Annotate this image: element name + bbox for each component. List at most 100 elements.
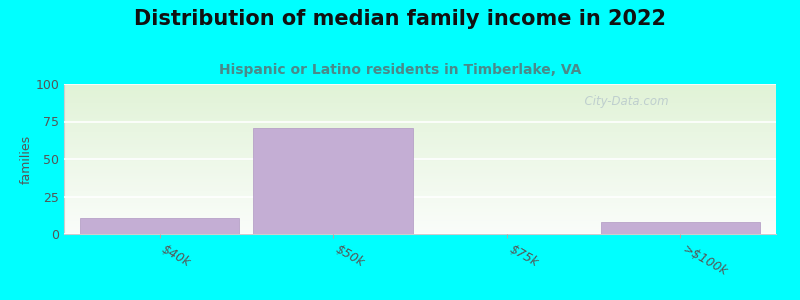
- Bar: [64, 136, 776, 137]
- Bar: [64, 87, 776, 88]
- Bar: [64, 98, 776, 99]
- Bar: [64, 106, 776, 107]
- Bar: [64, 175, 776, 176]
- Bar: [64, 125, 776, 126]
- Bar: [64, 154, 776, 155]
- Bar: [64, 141, 776, 142]
- Bar: [64, 201, 776, 202]
- Bar: [64, 109, 776, 110]
- Bar: [64, 97, 776, 98]
- Bar: [64, 160, 776, 161]
- Bar: [64, 146, 776, 147]
- Bar: [64, 171, 776, 172]
- Bar: [64, 165, 776, 166]
- Bar: [64, 192, 776, 193]
- Bar: [601, 222, 760, 234]
- Bar: [64, 92, 776, 93]
- Bar: [64, 144, 776, 145]
- Bar: [64, 213, 776, 214]
- Bar: [64, 182, 776, 183]
- Bar: [64, 123, 776, 124]
- Bar: [64, 101, 776, 102]
- Bar: [64, 139, 776, 140]
- Bar: [64, 214, 776, 215]
- Bar: [64, 196, 776, 197]
- Text: Hispanic or Latino residents in Timberlake, VA: Hispanic or Latino residents in Timberla…: [219, 63, 581, 77]
- Bar: [64, 204, 776, 205]
- Bar: [64, 168, 776, 169]
- Bar: [64, 147, 776, 148]
- Bar: [64, 122, 776, 123]
- Bar: [64, 179, 776, 180]
- Bar: [64, 173, 776, 174]
- Bar: [64, 135, 776, 136]
- Bar: [64, 163, 776, 164]
- Bar: [64, 160, 776, 161]
- Bar: [64, 132, 776, 133]
- Bar: [64, 117, 776, 118]
- Bar: [64, 156, 776, 157]
- Bar: [64, 121, 776, 122]
- Bar: [64, 164, 776, 165]
- Text: City-Data.com: City-Data.com: [577, 94, 668, 107]
- Bar: [64, 157, 776, 158]
- Text: Distribution of median family income in 2022: Distribution of median family income in …: [134, 9, 666, 29]
- Bar: [64, 96, 776, 97]
- Bar: [64, 152, 776, 153]
- Bar: [64, 134, 776, 135]
- Bar: [64, 208, 776, 209]
- Bar: [64, 197, 776, 198]
- Bar: [64, 111, 776, 112]
- Bar: [64, 129, 776, 130]
- Bar: [64, 200, 776, 201]
- Bar: [64, 85, 776, 86]
- Bar: [64, 206, 776, 207]
- Bar: [64, 127, 776, 128]
- Bar: [64, 85, 776, 86]
- Bar: [64, 86, 776, 87]
- Bar: [64, 227, 776, 228]
- Bar: [64, 198, 776, 199]
- Bar: [64, 216, 776, 217]
- Bar: [64, 153, 776, 154]
- Bar: [64, 191, 776, 192]
- Bar: [64, 113, 776, 114]
- Bar: [64, 190, 776, 191]
- Bar: [64, 209, 776, 210]
- Bar: [64, 90, 776, 91]
- Bar: [64, 133, 776, 134]
- Bar: [64, 180, 776, 181]
- Bar: [64, 161, 776, 162]
- Bar: [64, 100, 776, 101]
- Bar: [64, 166, 776, 167]
- Bar: [64, 187, 776, 188]
- Bar: [64, 95, 776, 96]
- Bar: [64, 207, 776, 208]
- Bar: [64, 199, 776, 200]
- Bar: [64, 162, 776, 163]
- Bar: [64, 126, 776, 127]
- Bar: [64, 131, 776, 132]
- Bar: [64, 149, 776, 150]
- Bar: [254, 128, 413, 234]
- Bar: [64, 119, 776, 120]
- Bar: [64, 140, 776, 141]
- Bar: [64, 185, 776, 186]
- Bar: [64, 231, 776, 232]
- Bar: [64, 169, 776, 170]
- Bar: [64, 169, 776, 170]
- Bar: [64, 100, 776, 101]
- Bar: [64, 167, 776, 168]
- Bar: [64, 224, 776, 225]
- Bar: [64, 158, 776, 159]
- Bar: [64, 215, 776, 216]
- Bar: [64, 150, 776, 151]
- Bar: [64, 91, 776, 92]
- Bar: [64, 174, 776, 175]
- Bar: [64, 177, 776, 178]
- Bar: [64, 155, 776, 156]
- Bar: [64, 88, 776, 89]
- Bar: [64, 194, 776, 195]
- Bar: [64, 211, 776, 212]
- Bar: [64, 102, 776, 103]
